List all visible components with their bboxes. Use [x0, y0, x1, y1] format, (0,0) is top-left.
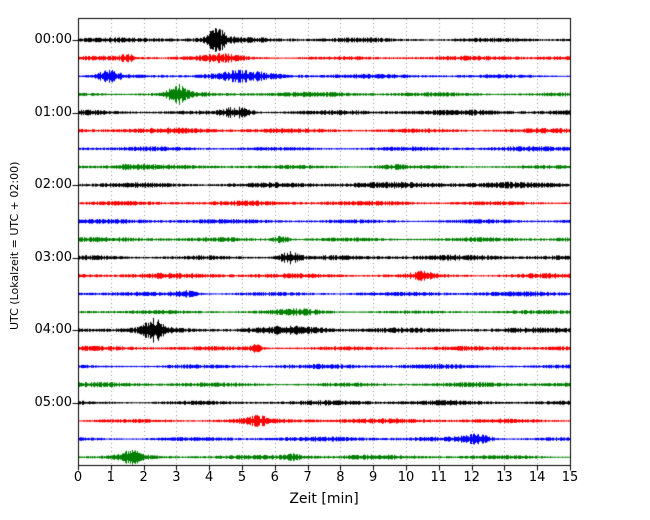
x-tick-label: 4 [205, 470, 214, 485]
x-tick-label: 15 [561, 470, 579, 485]
x-tick-label: 0 [73, 470, 83, 485]
x-tick-label: 1 [106, 470, 115, 485]
x-axis-label: Zeit [min] [289, 491, 359, 507]
x-tick-label: 3 [172, 470, 181, 485]
x-tick-label: 14 [528, 470, 546, 485]
y-tick-label: 04:00 [34, 322, 72, 338]
x-tick-label: 2 [139, 470, 148, 485]
x-tick-label: 13 [496, 470, 513, 485]
x-tick-label: 7 [303, 470, 312, 485]
x-tick-label: 5 [237, 470, 247, 485]
x-tick-label: 9 [369, 470, 378, 485]
x-tick-label: 6 [270, 470, 279, 485]
x-tick-label: 12 [463, 470, 480, 485]
x-tick-label: 10 [397, 470, 415, 485]
x-tick-label: 8 [336, 470, 345, 485]
x-tick-label: 11 [430, 470, 448, 485]
y-tick-label: 02:00 [34, 177, 72, 193]
y-tick-label: 01:00 [34, 104, 72, 120]
y-tick-label: 05:00 [34, 394, 72, 410]
y-axis-label: UTC (Lokalzeit = UTC + 02:00) [8, 161, 21, 330]
y-tick-label: 00:00 [34, 32, 72, 47]
y-tick-label: 03:00 [34, 249, 72, 265]
